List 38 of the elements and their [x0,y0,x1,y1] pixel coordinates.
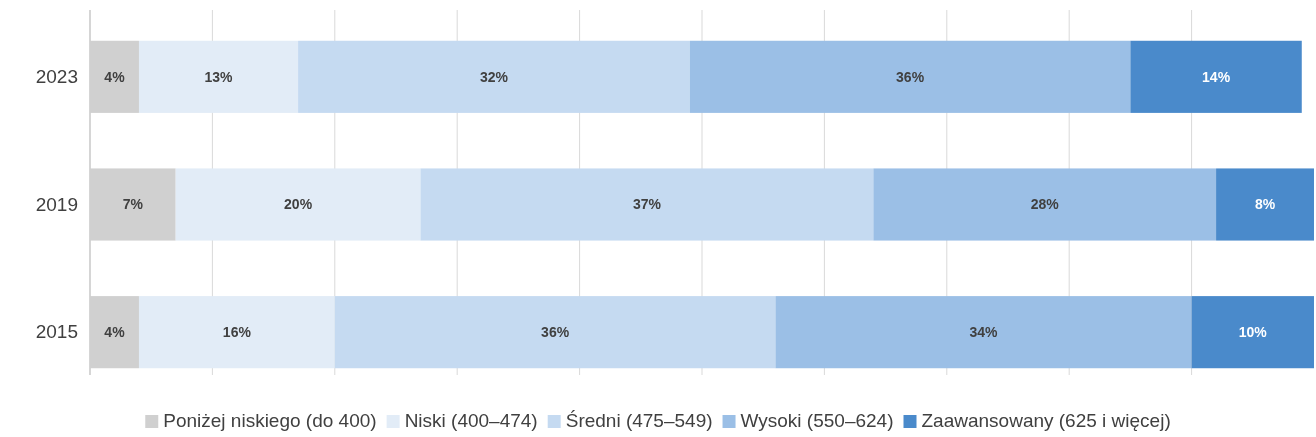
bar [90,296,139,369]
bar [298,40,690,113]
legend-label: Średni (475–549) [565,410,713,431]
data-label: 36% [541,324,570,341]
bar [1191,296,1314,369]
bar [90,40,139,113]
data-label: 20% [284,196,313,213]
data-label: 4% [104,324,126,341]
bar [1216,168,1314,241]
bar [138,296,335,369]
bar [873,168,1217,241]
data-label: 4% [104,68,126,85]
legend-label: Wysoki (550–624) [740,410,894,431]
bar [689,40,1131,113]
data-label: 10% [1238,324,1268,341]
y-tick-label: 2019 [35,193,78,215]
bar [138,40,299,113]
y-tick-label: 2015 [35,321,78,343]
legend-label: Poniżej niskiego (do 400) [163,410,377,431]
y-tick-label: 2023 [35,65,78,87]
data-label: 28% [1030,196,1060,213]
legend-label: Zaawansowany (625 i więcej) [921,410,1171,431]
data-label: 7% [122,196,144,213]
bar [90,168,176,241]
data-label: 34% [969,324,999,341]
bar [334,296,776,369]
bar [420,168,874,241]
data-label: 16% [222,324,252,341]
data-label: 32% [479,68,509,85]
bar [175,168,421,241]
bar [775,296,1192,369]
data-label: 36% [896,68,925,85]
bar [1130,40,1302,113]
legend-label: Niski (400–474) [404,410,538,431]
data-label: 8% [1254,196,1276,213]
data-label: 14% [1202,68,1231,85]
data-label: 13% [204,68,234,85]
data-label: 37% [632,196,662,213]
